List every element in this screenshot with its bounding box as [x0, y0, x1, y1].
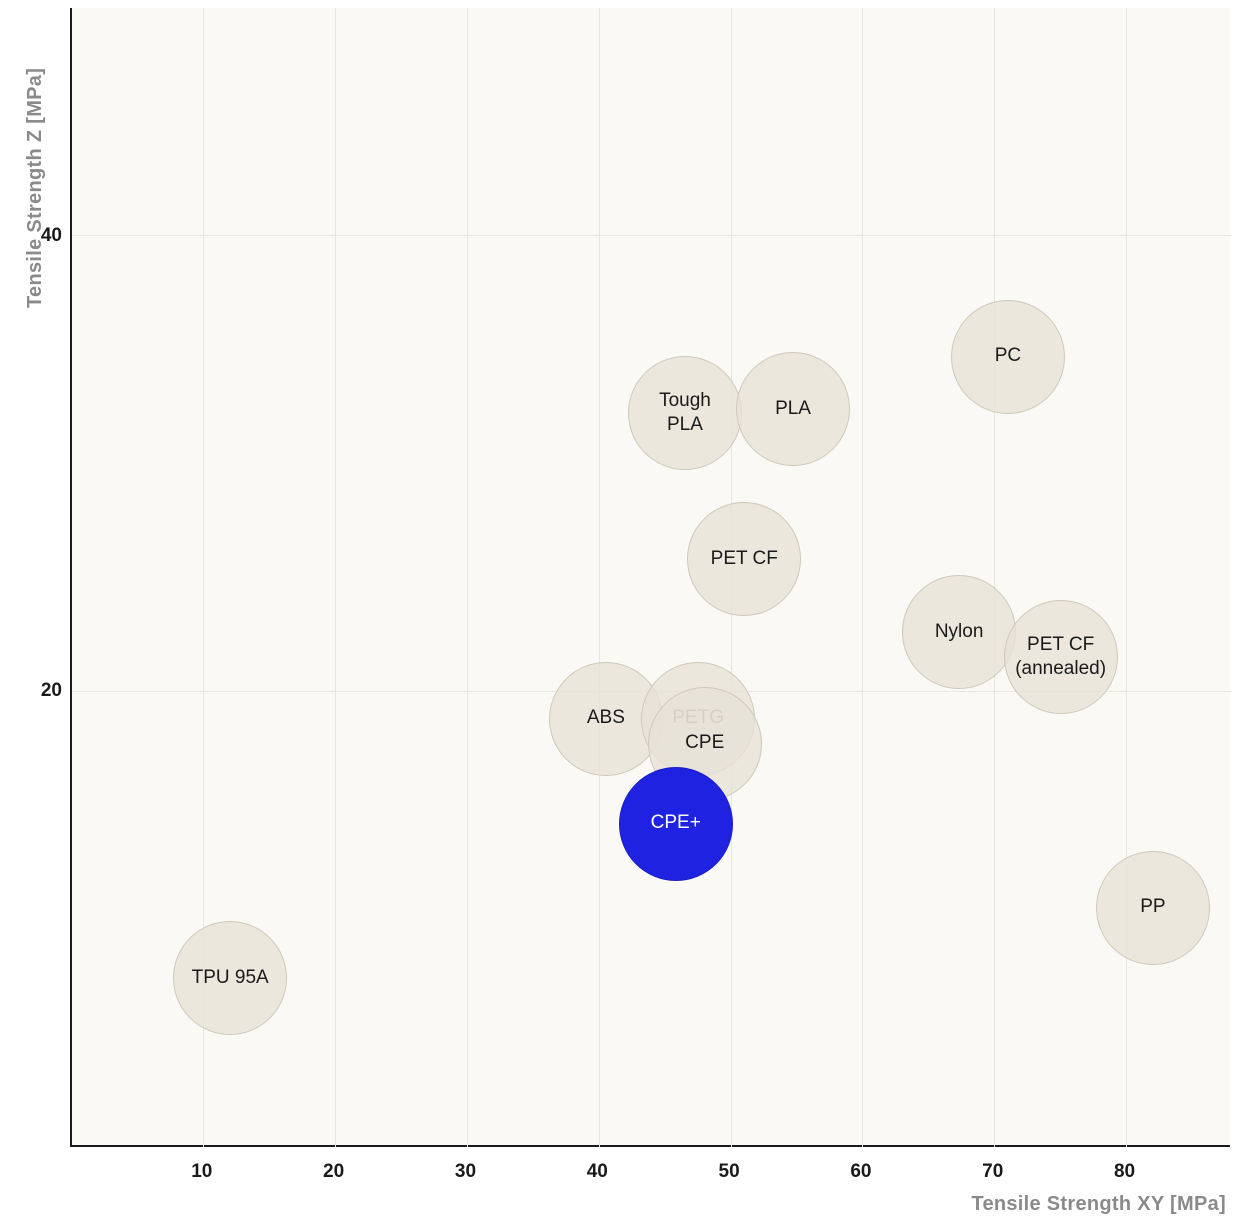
gridline-vertical [335, 8, 336, 1147]
gridline-vertical [599, 8, 600, 1147]
gridline-vertical [1126, 8, 1127, 1147]
data-point-tough-pla[interactable]: Tough PLA [628, 356, 742, 470]
data-point-label: ABS [587, 706, 625, 731]
data-point-label: CPE [685, 731, 724, 756]
data-point-label: PP [1140, 895, 1165, 920]
data-point-tpu-95a[interactable]: TPU 95A [173, 921, 287, 1035]
gridline-vertical [862, 8, 863, 1147]
data-point-label: Tough PLA [659, 389, 711, 438]
y-tick-label: 40 [32, 225, 62, 247]
data-point-pet-cf[interactable]: PET CF [687, 502, 801, 616]
data-point-nylon[interactable]: Nylon [902, 575, 1016, 689]
data-point-label: Nylon [935, 620, 984, 645]
data-point-label: PET CF (annealed) [1015, 633, 1106, 682]
x-tick-label: 80 [1114, 1161, 1135, 1183]
x-tick-label: 40 [587, 1161, 608, 1183]
data-point-label: PLA [775, 397, 811, 422]
gridline-vertical [994, 8, 995, 1147]
data-point-pc[interactable]: PC [951, 300, 1065, 414]
gridline-vertical [467, 8, 468, 1147]
x-tick-label: 20 [323, 1161, 344, 1183]
y-tick-label: 20 [32, 680, 62, 702]
scatter-chart: TPU 95AABSCPE+PETGCPETough PLAPET CFPLAN… [0, 0, 1250, 1222]
y-axis-title: Tensile Strength Z [MPa] [24, 68, 47, 308]
data-point-pla[interactable]: PLA [736, 352, 850, 466]
data-point-pet-cf-annealed-[interactable]: PET CF (annealed) [1004, 600, 1118, 714]
data-point-label: PC [995, 344, 1021, 369]
x-tick-label: 50 [719, 1161, 740, 1183]
x-tick-label: 30 [455, 1161, 476, 1183]
data-point-label: CPE+ [651, 811, 701, 836]
data-point-label: PET CF [711, 547, 778, 572]
x-tick-label: 60 [850, 1161, 871, 1183]
data-point-label: TPU 95A [192, 966, 269, 991]
x-tick-label: 70 [982, 1161, 1003, 1183]
data-point-pp[interactable]: PP [1096, 851, 1210, 965]
gridline-horizontal [72, 235, 1232, 236]
x-tick-label: 10 [191, 1161, 212, 1183]
data-point-cpe-[interactable]: CPE+ [619, 767, 733, 881]
plot-area: TPU 95AABSCPE+PETGCPETough PLAPET CFPLAN… [70, 8, 1230, 1147]
x-axis-title: Tensile Strength XY [MPa] [971, 1193, 1226, 1216]
